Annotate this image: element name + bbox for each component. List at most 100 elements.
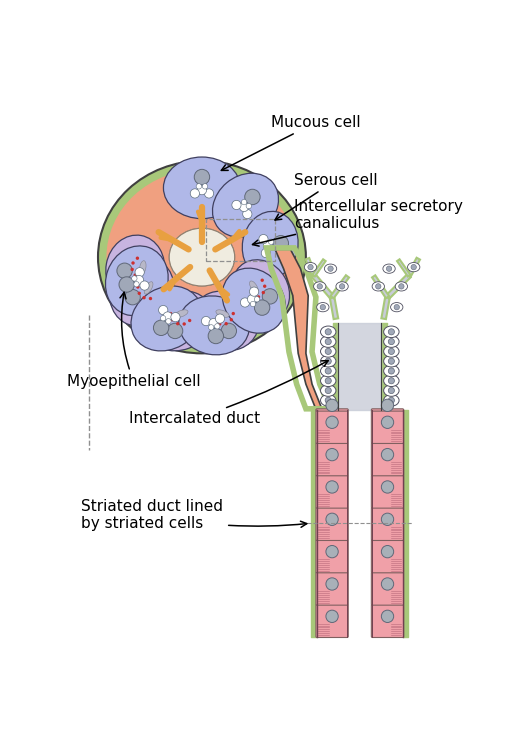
- Circle shape: [214, 324, 220, 329]
- Circle shape: [339, 284, 345, 289]
- Circle shape: [259, 235, 268, 243]
- Circle shape: [320, 305, 326, 310]
- Circle shape: [382, 513, 394, 526]
- Circle shape: [241, 200, 247, 205]
- Ellipse shape: [320, 366, 336, 376]
- Circle shape: [376, 284, 381, 289]
- Circle shape: [163, 312, 172, 321]
- Circle shape: [245, 189, 260, 205]
- Circle shape: [225, 322, 228, 325]
- Circle shape: [197, 186, 207, 194]
- Polygon shape: [382, 297, 390, 319]
- Circle shape: [231, 312, 235, 315]
- Circle shape: [135, 268, 144, 277]
- Text: Intercalated duct: Intercalated duct: [129, 360, 328, 426]
- Circle shape: [261, 249, 270, 257]
- Circle shape: [188, 319, 191, 322]
- Circle shape: [326, 416, 338, 428]
- Ellipse shape: [222, 268, 286, 333]
- Circle shape: [388, 387, 394, 393]
- Circle shape: [382, 545, 394, 558]
- Circle shape: [382, 577, 394, 590]
- Circle shape: [399, 284, 404, 289]
- Text: Myoepithelial cell: Myoepithelial cell: [67, 292, 201, 390]
- Circle shape: [326, 513, 338, 526]
- Ellipse shape: [372, 281, 384, 291]
- Polygon shape: [330, 297, 338, 319]
- Polygon shape: [306, 258, 315, 276]
- Circle shape: [250, 296, 254, 300]
- Circle shape: [246, 203, 251, 209]
- Circle shape: [257, 295, 260, 299]
- Circle shape: [255, 300, 270, 315]
- Circle shape: [411, 265, 416, 270]
- FancyBboxPatch shape: [316, 410, 348, 444]
- Text: Intercellular secretory
canaliculus: Intercellular secretory canaliculus: [252, 199, 463, 246]
- Circle shape: [131, 261, 135, 265]
- Circle shape: [171, 318, 174, 322]
- Ellipse shape: [144, 291, 213, 351]
- Ellipse shape: [212, 173, 278, 237]
- Ellipse shape: [384, 366, 399, 376]
- FancyBboxPatch shape: [316, 443, 348, 476]
- Ellipse shape: [320, 346, 336, 357]
- Bar: [206, 219, 275, 261]
- Circle shape: [326, 481, 338, 493]
- Circle shape: [325, 387, 331, 393]
- FancyBboxPatch shape: [372, 409, 404, 411]
- Polygon shape: [386, 274, 411, 299]
- Circle shape: [125, 289, 140, 305]
- Circle shape: [209, 325, 214, 330]
- Circle shape: [325, 378, 331, 384]
- Circle shape: [269, 245, 275, 251]
- Ellipse shape: [314, 281, 326, 291]
- Circle shape: [153, 320, 169, 336]
- Circle shape: [268, 239, 274, 244]
- Polygon shape: [312, 274, 334, 299]
- Polygon shape: [407, 258, 420, 276]
- Circle shape: [239, 202, 249, 211]
- Circle shape: [382, 448, 394, 461]
- Circle shape: [202, 183, 208, 189]
- Ellipse shape: [232, 260, 289, 322]
- Circle shape: [248, 295, 257, 304]
- Ellipse shape: [242, 211, 298, 279]
- Ellipse shape: [320, 385, 336, 396]
- Ellipse shape: [320, 395, 336, 406]
- Ellipse shape: [320, 375, 336, 387]
- Ellipse shape: [320, 355, 336, 367]
- Circle shape: [142, 296, 146, 300]
- Ellipse shape: [325, 264, 337, 273]
- Circle shape: [134, 281, 139, 287]
- Ellipse shape: [106, 235, 164, 303]
- Circle shape: [261, 291, 265, 295]
- Ellipse shape: [216, 310, 229, 317]
- Circle shape: [388, 397, 394, 404]
- Ellipse shape: [169, 228, 235, 286]
- Circle shape: [230, 318, 233, 322]
- Polygon shape: [372, 276, 389, 298]
- Ellipse shape: [384, 346, 399, 357]
- FancyBboxPatch shape: [316, 572, 348, 605]
- Circle shape: [139, 276, 143, 280]
- Circle shape: [326, 545, 338, 558]
- Circle shape: [273, 235, 288, 251]
- Circle shape: [190, 189, 200, 198]
- Ellipse shape: [163, 157, 240, 219]
- FancyBboxPatch shape: [316, 539, 348, 573]
- Ellipse shape: [407, 262, 420, 272]
- Ellipse shape: [250, 281, 258, 293]
- Circle shape: [325, 348, 331, 355]
- Ellipse shape: [169, 228, 235, 286]
- Circle shape: [166, 319, 171, 324]
- Ellipse shape: [131, 286, 202, 351]
- Circle shape: [132, 276, 137, 281]
- Circle shape: [221, 323, 237, 338]
- Ellipse shape: [384, 375, 399, 387]
- Circle shape: [264, 241, 272, 250]
- Ellipse shape: [320, 326, 336, 338]
- Circle shape: [263, 284, 266, 288]
- Ellipse shape: [305, 262, 317, 272]
- Ellipse shape: [384, 336, 399, 347]
- Circle shape: [232, 200, 241, 210]
